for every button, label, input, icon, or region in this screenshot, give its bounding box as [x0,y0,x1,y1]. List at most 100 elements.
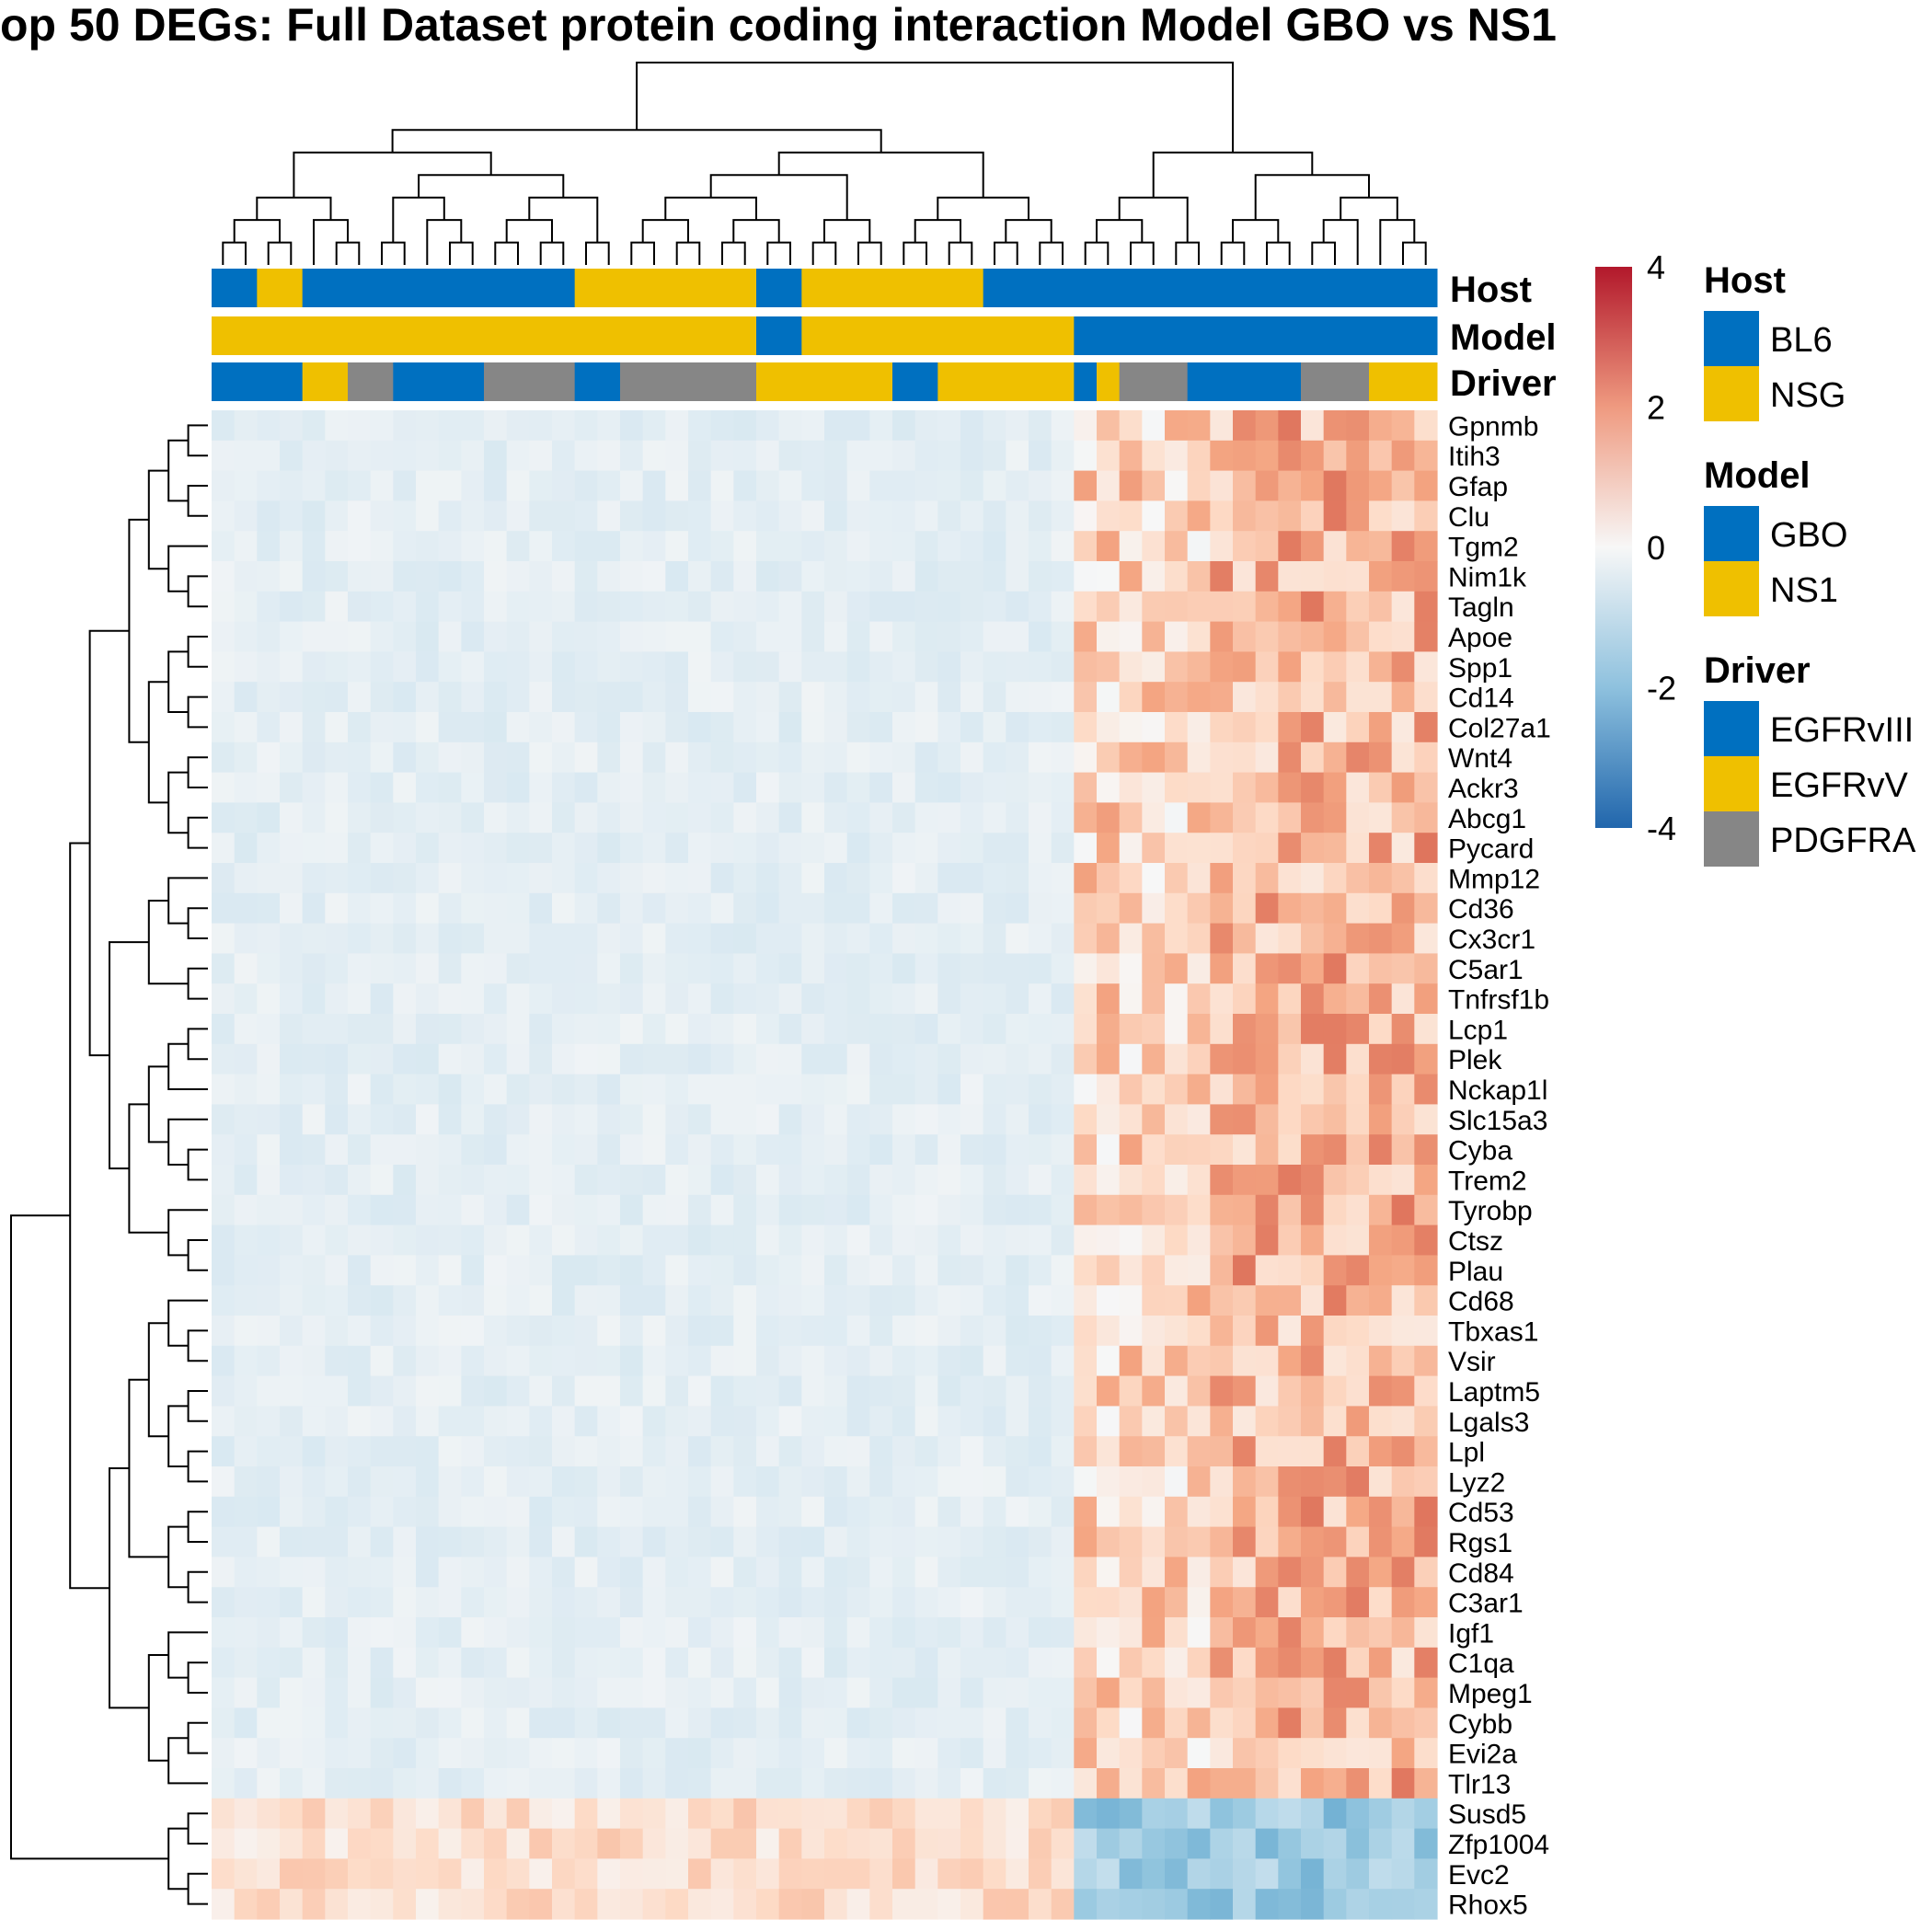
heatmap-cell [824,1345,848,1377]
heatmap-cell [733,1526,757,1557]
heatmap-cell [212,1014,236,1045]
heatmap-cell [1233,1165,1257,1196]
heatmap-cell [393,1224,417,1256]
heatmap-cell [257,591,281,623]
legend-title-host: Host [1704,260,1786,301]
heatmap-cell [370,1647,394,1679]
dendrogram-branch [69,842,109,1590]
heatmap-cell [325,1526,349,1557]
heatmap-cell [438,1074,462,1105]
heatmap-cell [620,1677,644,1708]
heatmap-cell [846,1587,870,1618]
heatmap-cell [846,712,870,743]
heatmap-cell [960,1375,984,1407]
heatmap-cell [1006,1165,1029,1196]
heatmap-cell [846,1858,870,1890]
heatmap-cell [1346,772,1370,803]
heatmap-cell [1346,1255,1370,1286]
heatmap-cell [257,1587,281,1618]
heatmap-cell [416,1647,440,1679]
heatmap-cell [665,591,689,623]
heatmap-cell [1414,833,1438,864]
heatmap-cell [1074,1677,1098,1708]
heatmap-cell [983,923,1006,954]
heatmap-cell [642,953,666,984]
heatmap-cell [1074,1587,1098,1618]
heatmap-cell [325,651,349,683]
heatmap-cell [1278,1165,1302,1196]
dendrogram-branch [167,545,208,592]
heatmap-cell [733,1436,757,1467]
heatmap-cell [620,531,644,562]
heatmap-cell [1255,1828,1279,1859]
heatmap-cell [212,953,236,984]
heatmap-cell [642,1134,666,1166]
heatmap-cell [1278,1074,1302,1105]
heatmap-cell [370,1255,394,1286]
heatmap-cell [1346,1134,1370,1166]
heatmap-cell [597,1858,621,1890]
dendrogram-branch [1254,174,1370,221]
heatmap-cell [733,923,757,954]
heatmap-cell [234,1194,258,1226]
dendrogram-branch [256,196,332,221]
heatmap-cell [552,833,576,864]
heatmap-cell [280,1738,304,1769]
heatmap-cell [1323,1858,1347,1890]
heatmap-cell [1278,1345,1302,1377]
heatmap-cell [1142,1587,1166,1618]
heatmap-cell [257,682,281,713]
heatmap-cell [574,1436,598,1467]
heatmap-cell [348,1617,372,1649]
heatmap-cell [461,651,485,683]
gene-labels: GpnmbItih3GfapCluTgm2Nim1kTaglnApoeSpp1C… [1448,411,1551,1920]
heatmap-cell [960,1466,984,1498]
heatmap-cell [1142,1617,1166,1649]
heatmap-cell [1278,1828,1302,1859]
gene-label: Zfp1004 [1448,1830,1549,1860]
heatmap-cell [212,531,236,562]
heatmap-cell [1142,1014,1166,1045]
heatmap-cell [257,561,281,592]
heatmap-cell [1119,1466,1143,1498]
heatmap-cell [552,741,576,774]
heatmap-cell [1323,1526,1347,1557]
heatmap-cell [869,1677,893,1708]
heatmap-cell [484,1406,508,1437]
heatmap-cell [1346,802,1370,833]
heatmap-cell [914,651,938,683]
heatmap-cell [1210,1224,1234,1256]
heatmap-cell [234,1828,258,1859]
heatmap-cell [688,1316,712,1347]
heatmap-cell [620,1406,644,1437]
heatmap-cell [325,1858,349,1890]
heatmap-cell [801,1074,825,1105]
heatmap-cell [438,1316,462,1347]
heatmap-cell [960,1707,984,1739]
heatmap-cell [1210,682,1234,713]
heatmap-cell [1255,1345,1279,1377]
heatmap-cell [1187,1104,1211,1135]
heatmap-cell [1346,531,1370,562]
heatmap-cell [983,621,1006,652]
dendrogram-branch [147,1654,169,1762]
heatmap-cell [846,802,870,833]
heatmap-cell [846,863,870,894]
heatmap-cell [688,983,712,1015]
annotation-segment-driver [484,362,576,401]
heatmap-cell [1187,1436,1211,1467]
heatmap-cell [506,1647,530,1679]
heatmap-cell [438,923,462,954]
heatmap-cell [710,1194,734,1226]
heatmap-cell [461,1828,485,1859]
heatmap-cell [1301,651,1325,683]
gene-label: Wnt4 [1448,743,1512,774]
heatmap-cell [1119,1738,1143,1769]
heatmap-cell [302,1587,326,1618]
heatmap-cell [1074,1617,1098,1649]
heatmap-cell [234,1526,258,1557]
heatmap-cell [756,892,780,925]
heatmap-cell [529,923,553,954]
heatmap-cell [688,1889,712,1920]
heatmap-cell [1414,1224,1438,1256]
